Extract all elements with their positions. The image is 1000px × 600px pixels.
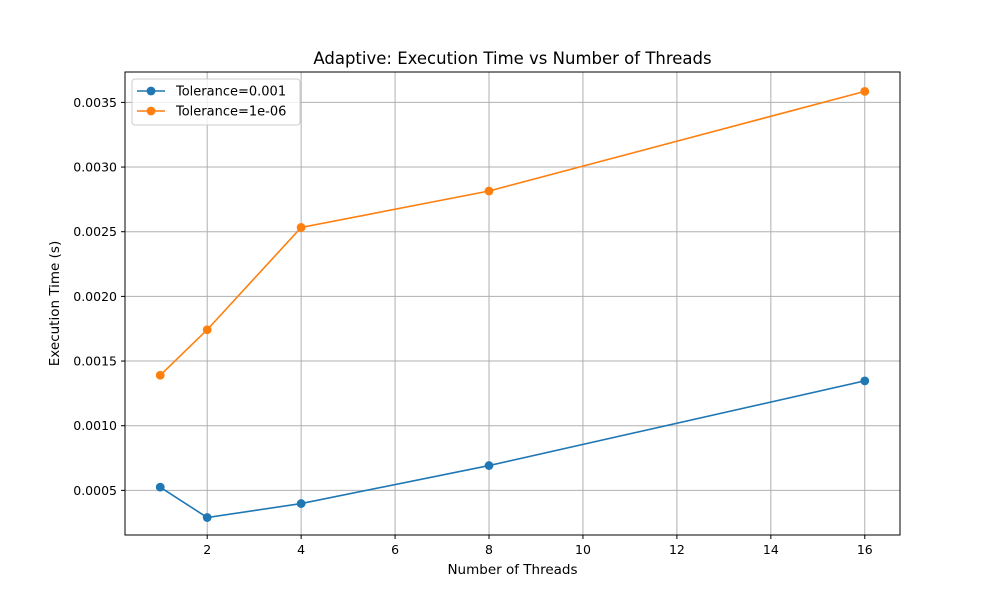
data-point bbox=[484, 186, 494, 196]
x-tick-label: 10 bbox=[575, 542, 591, 557]
legend-marker bbox=[146, 86, 156, 96]
series-2 bbox=[155, 86, 870, 380]
legend-item: Tolerance=1e-06 bbox=[137, 105, 286, 120]
data-point bbox=[484, 461, 494, 470]
y-tick-label: 0.0010 bbox=[73, 418, 117, 433]
x-tick-label: 6 bbox=[391, 542, 399, 557]
data-point bbox=[155, 370, 165, 380]
x-tick-label: 8 bbox=[485, 542, 493, 557]
x-tick-label: 14 bbox=[763, 542, 779, 557]
axis-ticks: 2 4 6 8 10 12 14 16 0.0005 0.0010 0.0015 0.0020 0.00… bbox=[73, 95, 873, 557]
legend-label: Tolerance=0.001 bbox=[175, 85, 286, 100]
y-tick-label: 0.0005 bbox=[73, 483, 117, 498]
legend-marker bbox=[146, 106, 156, 116]
y-tick-label: 0.0030 bbox=[73, 160, 117, 175]
y-tick-label: 0.0015 bbox=[73, 354, 117, 369]
legend-item: Tolerance=0.001 bbox=[137, 85, 286, 100]
x-tick-label: 4 bbox=[297, 542, 305, 557]
x-tick-label: 2 bbox=[203, 542, 211, 557]
data-point bbox=[202, 325, 212, 335]
grid bbox=[125, 72, 900, 535]
data-point bbox=[202, 513, 212, 522]
y-tick-label: 0.0020 bbox=[73, 289, 117, 304]
data-point bbox=[296, 223, 306, 232]
y-tick-label: 0.0035 bbox=[73, 95, 117, 110]
data-point bbox=[860, 86, 870, 96]
data-point bbox=[155, 482, 165, 492]
x-axis-title: Number of Threads bbox=[447, 562, 577, 578]
chart-title: Adaptive: Execution Time vs Number of Th… bbox=[313, 49, 711, 68]
x-tick-label: 16 bbox=[857, 542, 873, 557]
legend-label: Tolerance=1e-06 bbox=[175, 105, 286, 120]
y-axis-title: Execution Time (s) bbox=[47, 241, 63, 366]
series-1 bbox=[155, 376, 870, 522]
plot-frame bbox=[124, 71, 901, 536]
y-tick-label: 0.0025 bbox=[73, 224, 117, 239]
data-point bbox=[860, 376, 870, 386]
legend: Tolerance=0.001 Tolerance=1e-06 bbox=[131, 78, 301, 126]
series-layer bbox=[155, 86, 870, 522]
data-point bbox=[296, 499, 306, 508]
legend-box bbox=[131, 78, 301, 126]
x-tick-label: 12 bbox=[669, 542, 685, 557]
